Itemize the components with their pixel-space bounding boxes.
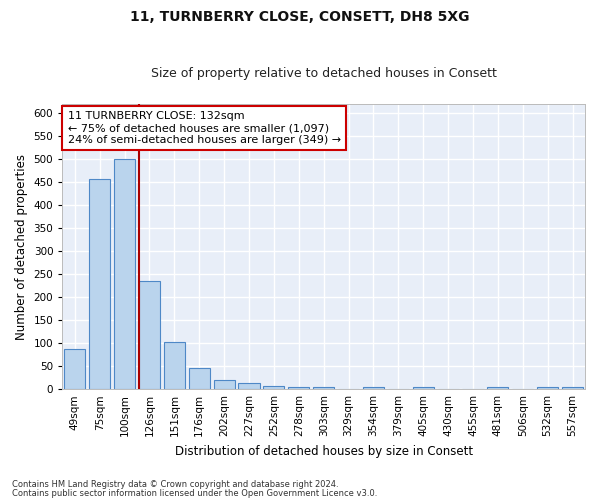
Bar — [313, 387, 334, 389]
Bar — [114, 160, 135, 389]
Bar — [214, 380, 235, 389]
Bar — [139, 281, 160, 389]
Bar — [238, 383, 260, 389]
Text: Contains public sector information licensed under the Open Government Licence v3: Contains public sector information licen… — [12, 488, 377, 498]
Y-axis label: Number of detached properties: Number of detached properties — [15, 154, 28, 340]
Bar — [288, 387, 310, 389]
Bar — [562, 387, 583, 389]
Bar — [537, 387, 558, 389]
X-axis label: Distribution of detached houses by size in Consett: Distribution of detached houses by size … — [175, 444, 473, 458]
Bar — [487, 387, 508, 389]
Text: Contains HM Land Registry data © Crown copyright and database right 2024.: Contains HM Land Registry data © Crown c… — [12, 480, 338, 489]
Bar — [89, 178, 110, 389]
Text: 11 TURNBERRY CLOSE: 132sqm
← 75% of detached houses are smaller (1,097)
24% of s: 11 TURNBERRY CLOSE: 132sqm ← 75% of deta… — [68, 112, 341, 144]
Bar — [363, 387, 384, 389]
Bar — [188, 368, 210, 389]
Bar — [413, 387, 434, 389]
Title: Size of property relative to detached houses in Consett: Size of property relative to detached ho… — [151, 66, 497, 80]
Bar — [164, 342, 185, 389]
Bar — [263, 386, 284, 389]
Bar — [64, 348, 85, 389]
Text: 11, TURNBERRY CLOSE, CONSETT, DH8 5XG: 11, TURNBERRY CLOSE, CONSETT, DH8 5XG — [130, 10, 470, 24]
